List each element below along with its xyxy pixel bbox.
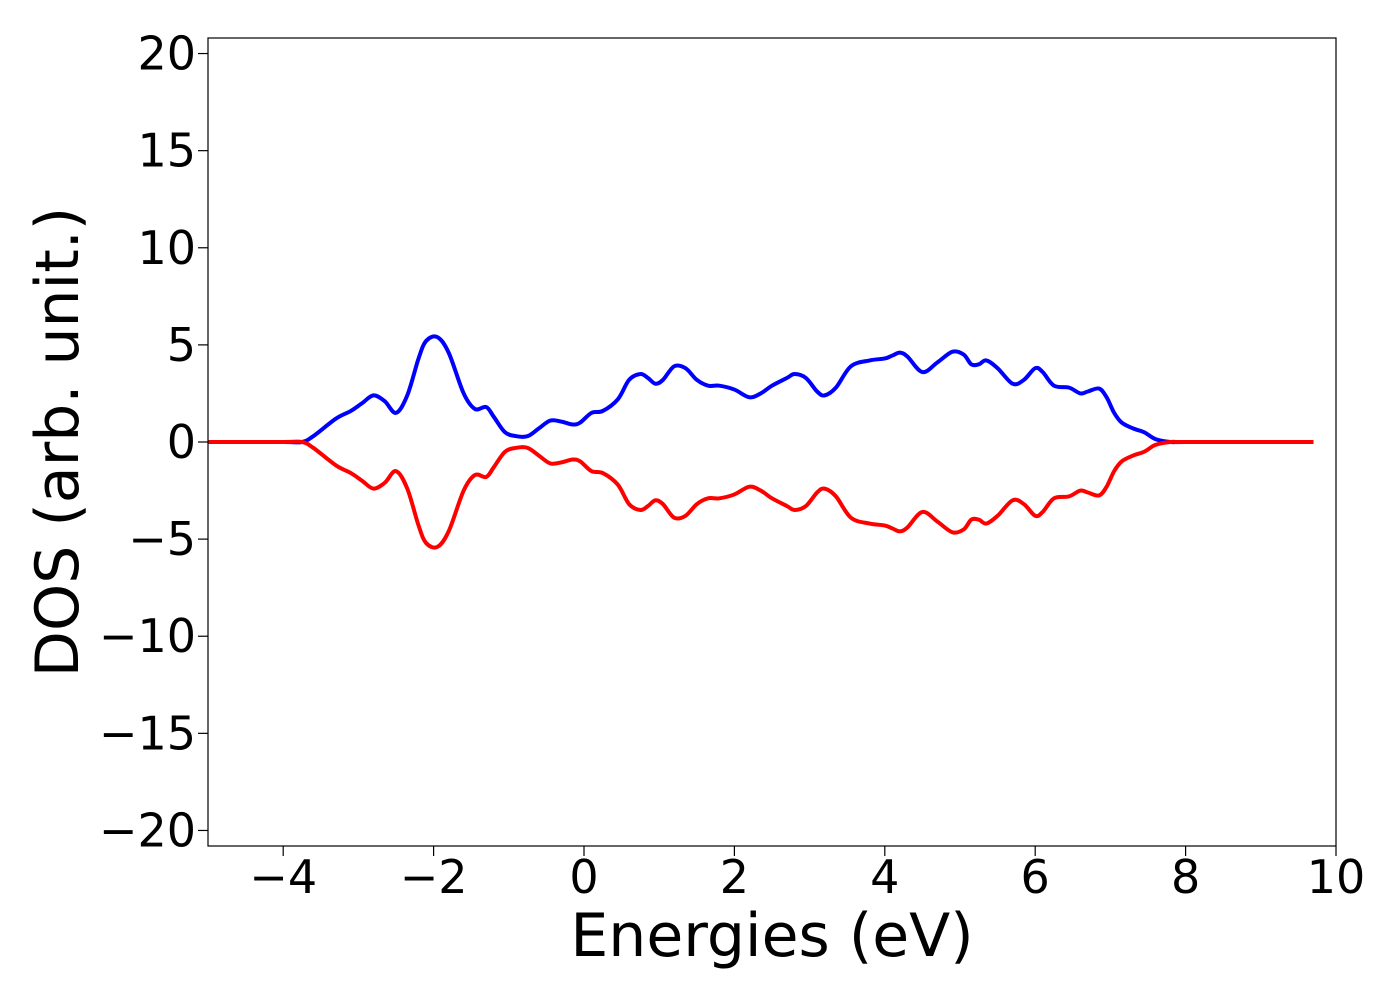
x-axis: −4 −2 0 2 4 6 8 10 (249, 846, 1365, 904)
x-tick-label: 10 (1307, 850, 1366, 904)
y-tick-label: 0 (167, 415, 196, 469)
y-tick-label: −15 (99, 706, 196, 760)
y-tick-label: −5 (128, 512, 196, 566)
x-axis-label: Energies (eV) (570, 901, 973, 971)
y-tick-label: 10 (137, 221, 196, 275)
x-tick-label: −4 (249, 850, 317, 904)
x-tick-label: 4 (870, 850, 899, 904)
y-tick-label: 15 (137, 124, 196, 178)
y-axis-label: DOS (arb. unit.) (23, 207, 93, 677)
y-axis: −20 −15 −10 −5 0 5 10 15 20 (99, 27, 208, 857)
series-line-1 (208, 334, 1314, 445)
x-tick-label: 0 (569, 850, 598, 904)
series-line-2 (208, 439, 1314, 550)
y-tick-label: 20 (137, 27, 196, 81)
y-tick-label: 5 (167, 318, 196, 372)
y-tick-label: −10 (99, 609, 196, 663)
x-tick-label: 6 (1021, 850, 1050, 904)
x-tick-label: 2 (720, 850, 749, 904)
x-tick-label: −2 (400, 850, 468, 904)
series-layer (208, 334, 1314, 550)
y-tick-label: −20 (99, 803, 196, 857)
x-tick-label: 8 (1171, 850, 1200, 904)
